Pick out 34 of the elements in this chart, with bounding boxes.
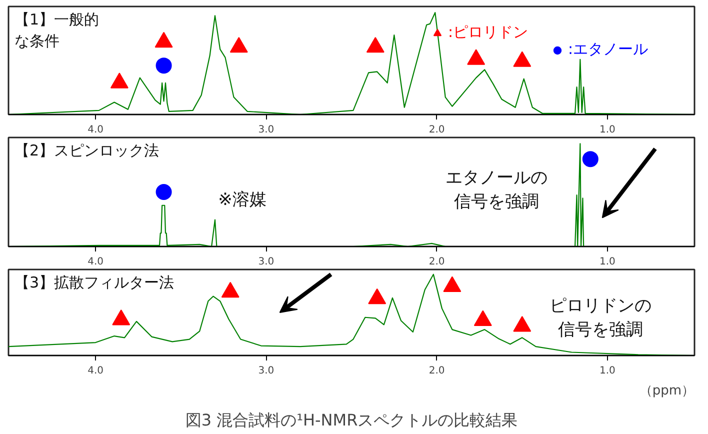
x-tick-label: 2.0 (428, 124, 445, 136)
point (366, 36, 384, 53)
point (467, 49, 486, 65)
x-tick-label: 1.0 (600, 366, 616, 376)
chart-title: 【2】スピンロック法 (14, 142, 160, 160)
x-tick-label: 3.0 (258, 256, 274, 268)
x-tick-label: 2.0 (428, 256, 445, 268)
annotation: エタノールの信号を強調 (446, 168, 548, 212)
point (112, 309, 130, 326)
x-tick-label: 4.0 (88, 124, 104, 136)
point (513, 316, 532, 332)
point (443, 276, 462, 292)
x-tick-label: 1.0 (600, 124, 616, 136)
legend-label: :エタノール (568, 40, 648, 59)
x-axis-title: （ppm） (639, 384, 695, 398)
point (154, 32, 173, 48)
point (230, 36, 248, 53)
annotation: ピロリドンの信号を強調 (550, 296, 652, 340)
point (513, 51, 532, 67)
caption: 図3 混合試料の¹H-NMRスペクトルの比較結果 (185, 410, 518, 430)
text: 【1】一般的な条件 (14, 10, 100, 50)
x-tick-label: 4.0 (88, 256, 104, 268)
point (368, 288, 386, 304)
chart-title: 【3】拡散フィルター法 (14, 274, 174, 292)
x-tick-label: 2.0 (428, 366, 445, 376)
legend-label: :ピロリドン (448, 23, 528, 42)
x-tick-label: 3.0 (258, 366, 274, 376)
x-tick-label: 3.0 (258, 124, 274, 136)
point (110, 72, 128, 88)
x-tick-label: 4.0 (88, 366, 104, 376)
annotation: ※溶媒 (218, 190, 266, 210)
point (221, 282, 240, 298)
point (474, 310, 492, 326)
x-tick-label: 1.0 (600, 256, 616, 268)
